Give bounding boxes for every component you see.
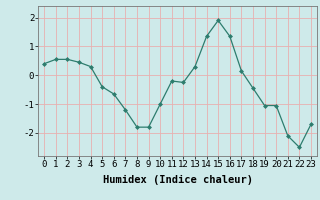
- X-axis label: Humidex (Indice chaleur): Humidex (Indice chaleur): [103, 175, 252, 185]
